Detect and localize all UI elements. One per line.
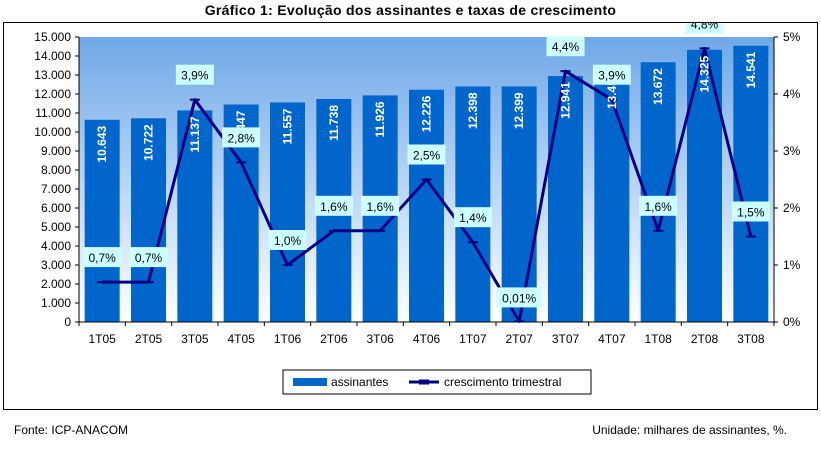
x-tick-label: 3T06 — [366, 332, 394, 346]
chart-title: Gráfico 1: Evolução dos assinantes e tax… — [204, 2, 617, 18]
left-tick-label: 10.000 — [34, 125, 71, 139]
growth-label-box — [453, 207, 492, 228]
bar-value-label: 10.722 — [142, 124, 156, 161]
growth-label-box — [496, 287, 542, 308]
left-tick-label: 5.000 — [41, 220, 71, 234]
growth-value-label: 4,4% — [552, 40, 580, 54]
bar-value-label: 11.137 — [188, 116, 202, 152]
x-tick-label: 1T07 — [459, 332, 487, 346]
growth-label-box — [546, 36, 585, 57]
left-tick-label: 1.000 — [41, 296, 71, 310]
legend-label-bars: assinantes — [331, 375, 388, 389]
growth-value-label: 1,4% — [459, 211, 487, 225]
bar-value-label: 11.738 — [327, 105, 341, 141]
x-tick-label: 3T05 — [181, 332, 209, 346]
x-tick-label: 4T05 — [227, 332, 255, 346]
growth-label-box — [268, 230, 307, 250]
growth-value-label: 2,8% — [227, 131, 255, 145]
x-tick-label: 2T06 — [320, 332, 348, 346]
right-tick-label: 5% — [783, 30, 801, 44]
growth-label-box — [314, 195, 353, 216]
growth-label-box — [175, 64, 214, 85]
right-tick-label: 2% — [783, 201, 801, 215]
x-tick-label: 2T08 — [691, 332, 719, 346]
left-tick-label: 14.000 — [34, 49, 71, 63]
x-tick-label: 1T08 — [644, 332, 672, 346]
growth-label-box — [129, 247, 168, 268]
x-tick-label: 2T05 — [135, 332, 163, 346]
x-tick-label: 4T07 — [598, 332, 626, 346]
bar-value-label: 12.941 — [559, 82, 573, 119]
growth-value-label: 1,6% — [320, 200, 348, 214]
left-tick-label: 8.000 — [41, 163, 71, 177]
bar-3T07 — [548, 76, 583, 322]
bar-value-label: 13.672 — [651, 68, 665, 105]
bar-2T05 — [131, 118, 166, 322]
bar-value-label: 12.398 — [466, 92, 480, 129]
growth-value-label: 1,0% — [274, 234, 302, 248]
x-tick-label: 4T06 — [413, 332, 441, 346]
x-tick-label: 2T07 — [505, 332, 533, 346]
growth-label-box — [222, 127, 261, 148]
growth-value-label: 3,9% — [181, 69, 209, 83]
bar-value-label: 14.325 — [698, 55, 712, 92]
left-tick-label: 11.000 — [35, 106, 71, 120]
growth-label-box — [592, 64, 631, 85]
x-tick-label: 3T08 — [737, 332, 765, 346]
x-tick-label: 3T07 — [552, 332, 580, 346]
bar-value-label: 11.926 — [373, 101, 387, 137]
bar-value-label: 11.557 — [281, 108, 295, 144]
growth-value-label: 3,9% — [598, 69, 626, 83]
bar-4T07 — [594, 66, 630, 322]
left-tick-label: 2.000 — [41, 277, 71, 291]
bar-value-label: 10.643 — [95, 125, 109, 162]
growth-value-label: 0,7% — [88, 251, 116, 265]
left-tick-label: 4.000 — [41, 239, 71, 253]
right-tick-label: 3% — [783, 144, 801, 158]
legend: assinantes crescimento trimestral — [282, 369, 592, 395]
x-tick-label: 1T06 — [274, 332, 302, 346]
left-tick-label: 13.000 — [34, 68, 71, 82]
left-tick-label: 15.000 — [34, 30, 71, 44]
left-tick-label: 12.000 — [34, 87, 71, 101]
growth-label-box — [83, 247, 122, 268]
left-tick-label: 6.000 — [41, 201, 71, 215]
unit-note: Unidade: milhares de assinantes, %. — [592, 423, 787, 437]
legend-swatch-bars — [293, 378, 327, 386]
bar-1T05 — [84, 119, 120, 323]
left-tick-label: 7.000 — [41, 182, 71, 196]
source-note: Fonte: ICP-ANACOM — [14, 423, 129, 437]
right-tick-label: 4% — [783, 87, 801, 101]
growth-label-box — [685, 23, 724, 34]
growth-label-box — [639, 195, 678, 216]
bar-1T08 — [640, 62, 676, 323]
growth-value-label: 4,8% — [691, 23, 719, 31]
legend-label-line: crescimento trimestral — [444, 375, 561, 389]
bar-1T06 — [270, 102, 305, 323]
bar-4T06 — [409, 89, 444, 323]
chart-svg: 0 1.000 2.000 3.000 4.000 5.000 6.000 7.000 8.00… — [34, 23, 801, 395]
growth-value-label: 0,01% — [502, 291, 536, 305]
growth-value-label: 2,5% — [413, 149, 441, 163]
bar-1T07 — [455, 86, 491, 322]
bar-value-label: 12.399 — [512, 92, 526, 129]
bar-2T07 — [501, 86, 537, 322]
growth-value-label: 1,6% — [644, 200, 672, 214]
growth-value-label: 0,7% — [135, 251, 163, 265]
left-tick-label: 9.000 — [41, 144, 71, 158]
left-tick-label: 3.000 — [41, 258, 71, 272]
right-tick-label: 0% — [783, 315, 801, 329]
bar-value-label: 12.226 — [420, 95, 434, 132]
growth-value-label: 1,5% — [737, 206, 765, 220]
growth-label-box — [731, 201, 770, 222]
growth-value-label: 1,6% — [366, 200, 394, 214]
bar-value-label: 14.541 — [744, 51, 758, 88]
left-tick-label: 0 — [64, 315, 71, 329]
right-tick-label: 1% — [783, 258, 801, 272]
x-tick-label: 1T05 — [88, 332, 116, 346]
growth-label-box — [361, 195, 400, 216]
chart-frame: 0 1.000 2.000 3.000 4.000 5.000 6.000 7.000 8.00… — [3, 22, 818, 410]
growth-label-box — [407, 144, 446, 165]
